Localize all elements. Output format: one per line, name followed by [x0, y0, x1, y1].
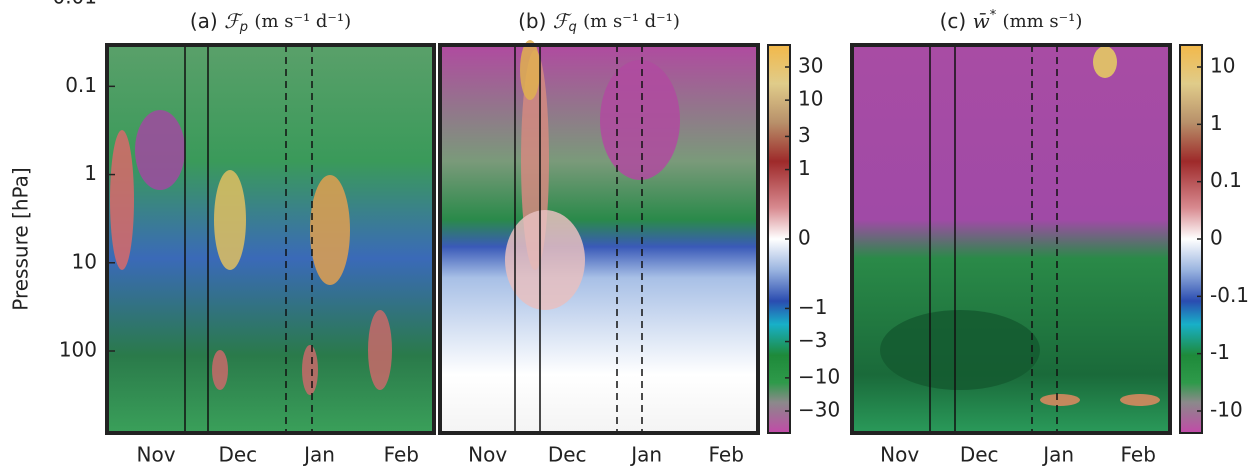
x-tick-label: Dec	[960, 443, 999, 467]
contour-patch	[600, 60, 680, 180]
y-axis-label: Pressure [hPa]	[9, 167, 33, 310]
contour-patch	[110, 130, 134, 270]
contour-patch	[310, 175, 350, 285]
contour-patch	[520, 40, 540, 100]
y-tick-label: 1	[84, 161, 97, 185]
contour-patch	[1040, 394, 1080, 406]
x-tick-label: Jan	[302, 443, 335, 467]
contour-patch	[1120, 394, 1160, 406]
title-part: (b)	[518, 9, 546, 33]
contour-patch	[505, 210, 585, 310]
x-tick-label: Feb	[1120, 443, 1155, 467]
contour-patch	[214, 170, 246, 270]
colorbar-tick-label: 1	[1210, 111, 1223, 135]
title-part: q	[569, 20, 577, 35]
colorbar-tick-label: -10	[1210, 398, 1243, 422]
panel-title: (c) w̄* (mm s⁻¹)	[940, 8, 1083, 33]
title-part: ℱ	[553, 9, 572, 33]
x-tick-label: Nov	[880, 443, 919, 467]
contour-patch	[135, 110, 185, 190]
x-tick-label: Feb	[708, 443, 743, 467]
x-tick-label: Jan	[1041, 443, 1074, 467]
title-part: (m s⁻¹ d⁻¹)	[583, 11, 680, 32]
title-part: p	[239, 20, 248, 35]
colorbar-tick-label: 0	[798, 226, 811, 250]
title-part: w̄	[973, 9, 990, 33]
title-part: (a)	[190, 9, 218, 33]
y-tick-label: 100	[59, 338, 97, 362]
panel-title: (a) ℱp (m s⁻¹ d⁻¹)	[190, 9, 351, 35]
y-tick-label: 10	[72, 249, 97, 273]
contour-field	[440, 45, 758, 433]
panel-frame	[850, 43, 1172, 435]
title-part: (mm s⁻¹)	[1003, 11, 1083, 32]
contour-patch	[302, 345, 318, 395]
panel-frame	[105, 43, 436, 435]
colorbar-tick-label: −1	[798, 295, 827, 319]
colorbar-tick-label: −30	[798, 398, 840, 422]
colorbar-tick-label: 0.1	[1210, 168, 1242, 192]
y-tick-label: 0.1	[65, 73, 97, 97]
contour-patch	[212, 350, 228, 390]
colorbar-tick-label: 10	[798, 87, 823, 111]
colorbar-tick-label: 3	[798, 123, 811, 147]
y-tick-label: 0.01	[52, 0, 97, 9]
colorbar-tick-label: 0	[1210, 226, 1223, 250]
title-part: (m s⁻¹ d⁻¹)	[254, 11, 351, 32]
colorbar-tick-label: −10	[798, 364, 840, 388]
colorbar-tick-label: 10	[1210, 54, 1235, 78]
colorbar-tick-label: −3	[798, 328, 827, 352]
panel-frame	[438, 43, 760, 435]
colorbar-tick-label: -0.1	[1210, 283, 1249, 307]
x-tick-label: Feb	[384, 443, 419, 467]
x-tick-label: Nov	[137, 443, 176, 467]
title-part: *	[990, 8, 997, 23]
colorbar-tick-label: 1	[798, 156, 811, 180]
contour-patch	[1093, 46, 1117, 78]
title-part: (c)	[940, 9, 967, 33]
contour-patch	[368, 310, 392, 390]
panel-title: (b) ℱq (m s⁻¹ d⁻¹)	[518, 9, 680, 35]
colorbar-tick-label: -1	[1210, 340, 1230, 364]
title-part: ℱ	[224, 9, 243, 33]
x-tick-label: Jan	[629, 443, 662, 467]
x-tick-label: Dec	[548, 443, 587, 467]
colorbar-tick-label: 30	[798, 54, 823, 78]
x-tick-label: Nov	[468, 443, 507, 467]
contour-patch	[880, 310, 1040, 390]
x-tick-label: Dec	[218, 443, 257, 467]
